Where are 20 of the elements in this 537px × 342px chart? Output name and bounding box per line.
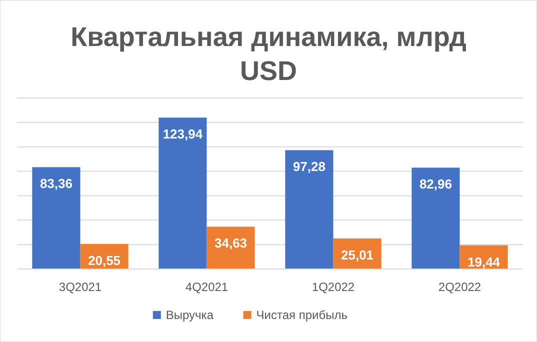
x-tick-label: 4Q2021	[185, 280, 228, 294]
bar	[412, 168, 460, 269]
bar	[206, 226, 255, 269]
bar	[285, 150, 334, 269]
data-label: 83,36	[40, 176, 72, 192]
chart-title: Квартальная динамика, млрд USD	[70, 22, 466, 86]
data-label: 123,94	[162, 126, 204, 142]
x-tick-label: 2Q2022	[438, 280, 482, 294]
data-label: 34,63	[214, 236, 248, 251]
bar	[158, 118, 207, 269]
data-label: 20,55	[88, 252, 121, 268]
legend-label: Выручка	[166, 308, 214, 322]
data-label: 82,96	[419, 176, 452, 192]
x-tick-label: 1Q2022	[312, 280, 355, 294]
x-tick-label: 3Q2021	[58, 280, 102, 294]
data-label: 19,44	[468, 254, 501, 270]
data-label: 25,01	[341, 247, 374, 262]
bar	[32, 167, 80, 269]
data-label: 97,28	[292, 159, 326, 174]
legend-label: Чистая прибыль	[256, 308, 348, 322]
